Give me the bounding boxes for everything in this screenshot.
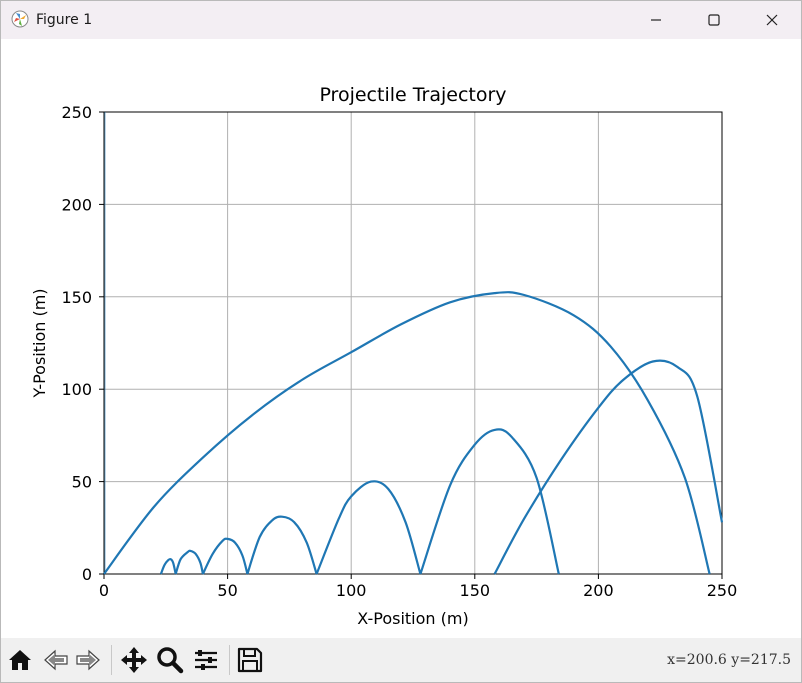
y-tick-label: 150 bbox=[61, 288, 92, 307]
minimize-button[interactable] bbox=[627, 1, 685, 39]
y-axis-label: Y-Position (m) bbox=[30, 288, 49, 398]
trajectory-line bbox=[103, 291, 711, 575]
forward-button[interactable] bbox=[73, 644, 103, 676]
save-icon bbox=[237, 647, 263, 673]
trajectory-line bbox=[419, 428, 560, 575]
trajectory-line bbox=[246, 515, 318, 575]
pan-button[interactable] bbox=[119, 644, 149, 676]
back-button[interactable] bbox=[41, 644, 71, 676]
toolbar-separator bbox=[111, 645, 112, 675]
cursor-coordinates: x=200.6 y=217.5 bbox=[667, 652, 791, 668]
maximize-icon bbox=[708, 14, 720, 26]
trajectory-line bbox=[174, 549, 204, 575]
x-tick-label: 0 bbox=[99, 581, 109, 600]
y-tick-label: 100 bbox=[61, 380, 92, 399]
configure-subplots-button[interactable] bbox=[191, 644, 221, 676]
x-tick-label: 100 bbox=[336, 581, 367, 600]
y-tick-label: 250 bbox=[61, 103, 92, 122]
chart-title: Projectile Trajectory bbox=[319, 84, 506, 106]
save-button[interactable] bbox=[235, 644, 265, 676]
trajectory-line bbox=[201, 537, 249, 575]
forward-icon bbox=[76, 649, 100, 671]
axes-frame bbox=[103, 111, 723, 575]
y-tick-label: 0 bbox=[82, 565, 92, 584]
minimize-icon bbox=[651, 19, 661, 21]
home-icon bbox=[9, 650, 31, 670]
pan-icon bbox=[121, 647, 147, 673]
toolbar-separator bbox=[229, 645, 230, 675]
matplotlib-logo-icon bbox=[11, 10, 29, 28]
trajectory-line bbox=[315, 480, 422, 575]
figure-canvas[interactable]: 0 50 100 150 200 250 0 50 100 150 200 250 Projectil… bbox=[1, 39, 801, 637]
close-icon bbox=[766, 14, 778, 26]
close-button[interactable] bbox=[743, 1, 801, 39]
maximize-button[interactable] bbox=[685, 1, 743, 39]
zoom-button[interactable] bbox=[155, 644, 185, 676]
back-icon bbox=[44, 649, 68, 671]
navigation-toolbar: x=200.6 y=217.5 bbox=[1, 638, 801, 682]
trajectory-line bbox=[159, 557, 177, 575]
y-tick-label: 50 bbox=[72, 473, 92, 492]
x-tick-label: 50 bbox=[217, 581, 237, 600]
window-title: Figure 1 bbox=[36, 12, 93, 28]
trajectory-line bbox=[493, 359, 724, 575]
title-bar: Figure 1 bbox=[1, 1, 801, 39]
x-tick-label: 200 bbox=[583, 581, 614, 600]
x-tick-label: 150 bbox=[460, 581, 491, 600]
x-tick-label: 250 bbox=[707, 581, 738, 600]
y-tick-label: 200 bbox=[61, 195, 92, 214]
x-axis-label: X-Position (m) bbox=[357, 609, 468, 628]
home-button[interactable] bbox=[5, 644, 35, 676]
plot-svg[interactable]: 0 50 100 150 200 250 0 50 100 150 200 250 Projectil… bbox=[1, 39, 801, 637]
configure-subplots-icon bbox=[195, 650, 217, 670]
zoom-icon bbox=[157, 647, 184, 674]
